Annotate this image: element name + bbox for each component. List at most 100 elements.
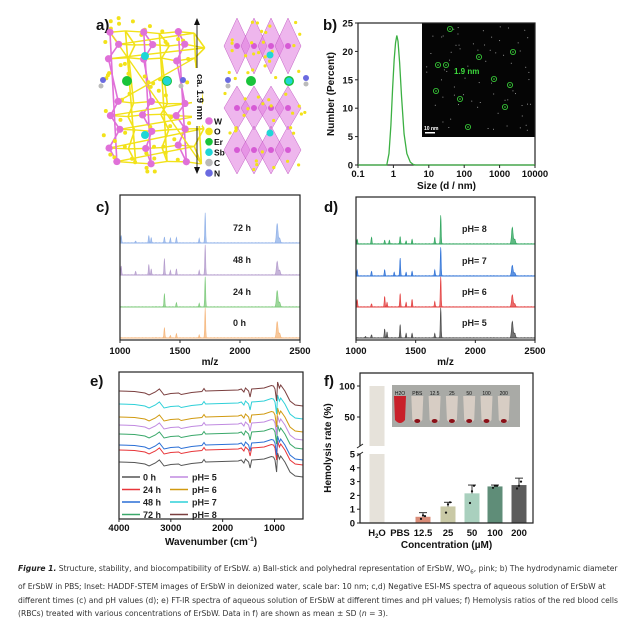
oxygen-atom — [268, 24, 272, 28]
oxygen-atom — [243, 97, 247, 101]
stem-speck — [467, 65, 469, 67]
nanocluster-dot — [478, 56, 480, 58]
oxygen-atom — [285, 159, 290, 163]
oxygen-atom — [228, 131, 232, 135]
data-point — [472, 484, 476, 487]
tungsten-atom — [104, 55, 113, 63]
ftir-trace-pH5 — [118, 415, 304, 441]
stem-speck — [482, 30, 484, 32]
oxygen-atom — [246, 71, 250, 75]
oxygen-atom — [152, 144, 157, 149]
oxygen-atom — [185, 80, 190, 85]
ftir-trace-pH8 — [118, 381, 304, 407]
trace-label: 48 h — [233, 255, 251, 265]
oxygen-atom — [255, 163, 259, 167]
oxygen-atom — [168, 124, 173, 129]
oxygen-atom — [254, 159, 258, 163]
x-axis-title: m/z — [202, 357, 219, 368]
caption-subscript: 6 — [470, 569, 474, 576]
tungsten-atom — [173, 57, 181, 65]
ftir-trace-24h — [118, 440, 304, 466]
oxygen-atom — [133, 160, 138, 165]
spectrum-trace-pH8 — [355, 215, 536, 245]
oxygen-atom — [250, 20, 255, 24]
y-tick-label: 10 — [342, 104, 353, 115]
nanocluster-marker — [501, 104, 508, 111]
bar-100 — [487, 486, 503, 523]
x-tick-label: 12.5 — [414, 528, 433, 539]
x-tick-label: 1 — [391, 169, 397, 180]
tungsten-atom — [148, 127, 156, 135]
spectrum-trace-24h — [120, 276, 301, 308]
stem-speck — [434, 104, 436, 106]
caption-text: Structure, stability, and biocompatibili… — [56, 564, 471, 573]
panel-e-ftir-chart: 4000 3000 2000 1000 Wavenumber (cm-1) 0 h 24 h… — [108, 371, 304, 548]
tube-label: 200 — [500, 391, 509, 397]
tube — [480, 396, 493, 423]
data-point — [423, 515, 427, 518]
legend-label: 48 h — [143, 498, 161, 508]
oxygen-atom — [163, 150, 168, 155]
trace-label: pH= 8 — [462, 224, 487, 234]
x-tick-label: 1000 — [489, 169, 510, 180]
tungsten-atom — [234, 147, 240, 153]
trace-label: 72 h — [233, 223, 251, 233]
x-tick-label-main: PBS — [390, 528, 410, 539]
stem-speck — [503, 54, 505, 56]
bond — [116, 145, 195, 163]
panel-d-ms-ph-chart: pH= 5 pH= 6 pH= 7 pH= 8 1000 1500 2000 2500 m/z — [345, 196, 546, 368]
x-tick-label: 4000 — [108, 523, 129, 534]
legend-label-o: O — [214, 127, 221, 137]
antimony-atom — [141, 131, 149, 139]
trace-label: 24 h — [233, 287, 251, 297]
stem-speck — [478, 82, 480, 84]
oxygen-atom — [103, 39, 108, 44]
oxygen-atom — [176, 37, 181, 42]
x-tick-label-main: 50 — [467, 528, 478, 539]
stem-speck — [459, 48, 461, 50]
x-tick-label-sub: 2 — [375, 534, 379, 540]
stem-speck — [528, 71, 530, 73]
spectrum-trace-pH5 — [356, 307, 536, 339]
stem-speck — [528, 79, 530, 81]
nanocluster-dot — [435, 90, 437, 92]
oxygen-atom — [294, 20, 298, 25]
data-point — [519, 480, 523, 483]
stem-speck — [507, 27, 509, 29]
oxygen-atom — [230, 49, 234, 53]
nanocluster-dot — [512, 51, 514, 53]
stem-speck — [440, 79, 442, 81]
y-tick-label: 5 — [348, 132, 354, 143]
tube — [497, 396, 510, 423]
axis-break-mark — [356, 443, 364, 449]
oxygen-atom — [144, 151, 149, 156]
x-axis-title: Size (d / nm) — [417, 181, 476, 192]
antimony-atom — [285, 77, 293, 85]
stem-speck — [499, 26, 501, 28]
rbc-pellet — [431, 419, 438, 423]
axis-break-gap — [358, 446, 362, 454]
bond — [194, 47, 206, 59]
data-point — [419, 517, 423, 520]
oxygen-atom — [152, 169, 157, 174]
bar-12.5 — [415, 516, 431, 523]
stem-speck — [521, 105, 523, 107]
oxygen-atom — [186, 56, 191, 61]
stem-speck — [519, 50, 521, 52]
oxygen-atom — [234, 128, 238, 132]
legend-label: pH= 8 — [192, 510, 217, 520]
oxygen-atom — [101, 133, 106, 138]
tube-label: 50 — [466, 391, 472, 397]
tungsten-atom — [181, 125, 189, 133]
tungsten-atom — [251, 147, 257, 153]
stem-speck — [519, 127, 521, 129]
legend-swatch-w — [205, 117, 213, 125]
stem-speck — [430, 52, 432, 54]
panel-label-e: e) — [90, 373, 103, 390]
arrow-head-up — [194, 18, 200, 25]
x-tick-label: 2500 — [289, 346, 310, 357]
oxygen-atom — [161, 144, 166, 149]
stem-speck — [477, 49, 479, 51]
spectrum-trace-pH7 — [355, 247, 536, 277]
tungsten-atom — [138, 111, 147, 119]
